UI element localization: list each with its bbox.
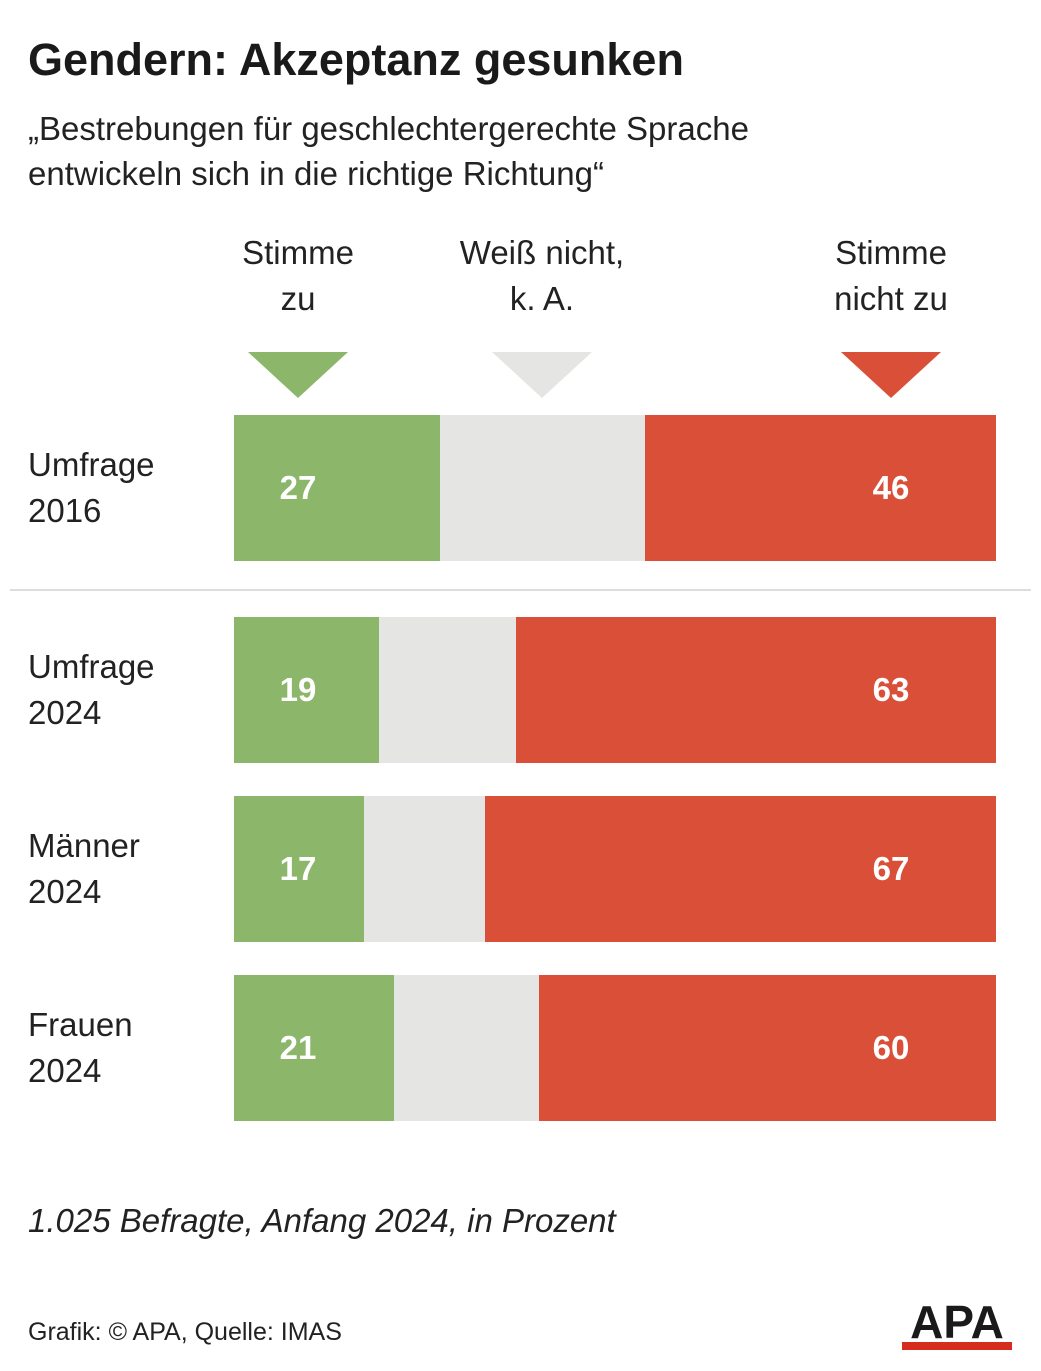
legend-agree-triangle-icon (248, 352, 348, 398)
legend-label-unknown: Weiß nicht, k. A. (412, 230, 672, 322)
chart-title: Gendern: Akzeptanz gesunken (28, 34, 684, 85)
row-label-line-1: Frauen (28, 1006, 133, 1043)
data-label-agree: 19 (279, 671, 317, 708)
legend-agree-line-1: Stimme (242, 234, 354, 271)
bar-segment-unknown (439, 415, 646, 561)
bar-segment-unknown (394, 975, 539, 1121)
footnote: 1.025 Befragte, Anfang 2024, in Prozent (28, 1202, 616, 1239)
bar-segment-agree (234, 975, 395, 1121)
row-label-line-1: Männer (28, 827, 140, 864)
legend-disagree-triangle-icon (841, 352, 941, 398)
data-label-disagree: 67 (872, 850, 910, 887)
row-label-line-2: 2024 (28, 873, 102, 910)
row-label-line-2: 2024 (28, 694, 102, 731)
stacked-bar: 27 46 (234, 415, 996, 561)
data-label-agree: 21 (279, 1029, 317, 1066)
data-label-disagree: 63 (872, 671, 910, 708)
divider (10, 589, 1031, 591)
row-label-line-2: 2024 (28, 1052, 102, 1089)
bar-segment-disagree (645, 415, 996, 561)
bar-segment-agree (234, 796, 364, 942)
legend-label-agree: Stimme zu (168, 230, 428, 322)
bar-segment-agree (234, 617, 379, 763)
bar-segment-unknown (363, 796, 486, 942)
bar-segment-disagree (538, 975, 996, 1121)
subtitle-line-1: „Bestrebungen für geschlechtergerechte S… (28, 110, 749, 147)
bar-segment-agree (234, 415, 440, 561)
data-label-disagree: 60 (872, 1029, 910, 1066)
legend-disagree-line-2: nicht zu (834, 280, 948, 317)
source-credit: Grafik: © APA, Quelle: IMAS (28, 1318, 342, 1346)
row-label: Umfrage 2016 (28, 442, 155, 534)
apa-logo-underline (902, 1342, 1012, 1350)
row-label-line-1: Umfrage (28, 446, 155, 483)
subtitle-line-2: entwickeln sich in die richtige Richtung… (28, 155, 604, 192)
legend-label-disagree: Stimme nicht zu (761, 230, 1021, 322)
data-label-agree: 27 (279, 469, 317, 506)
apa-logo-mark: APA (902, 1296, 1012, 1350)
chart-subtitle: „Bestrebungen für geschlechtergerechte S… (28, 106, 749, 196)
row-label: Männer 2024 (28, 823, 140, 915)
apa-logo: APA (900, 1296, 1014, 1352)
legend-unknown-line-2: k. A. (509, 280, 575, 317)
bar-segment-disagree (485, 796, 996, 942)
data-label-agree: 17 (279, 850, 317, 887)
bar-segment-unknown (378, 617, 516, 763)
row-label-line-2: 2016 (28, 492, 102, 529)
stacked-bar: 17 67 (234, 796, 996, 942)
legend-unknown-line-1: Weiß nicht, (459, 234, 625, 271)
row-label: Umfrage 2024 (28, 644, 155, 736)
stacked-bar: 19 63 (234, 617, 996, 763)
legend-agree-line-2: zu (280, 280, 316, 317)
bar-segment-disagree (515, 617, 996, 763)
apa-logo-text: APA (910, 1298, 1004, 1348)
data-label-disagree: 46 (872, 469, 910, 506)
row-label: Frauen 2024 (28, 1002, 133, 1094)
stacked-bar: 21 60 (234, 975, 996, 1121)
legend-unknown-triangle-icon (492, 352, 592, 398)
legend-disagree-line-1: Stimme (835, 234, 947, 271)
row-label-line-1: Umfrage (28, 648, 155, 685)
